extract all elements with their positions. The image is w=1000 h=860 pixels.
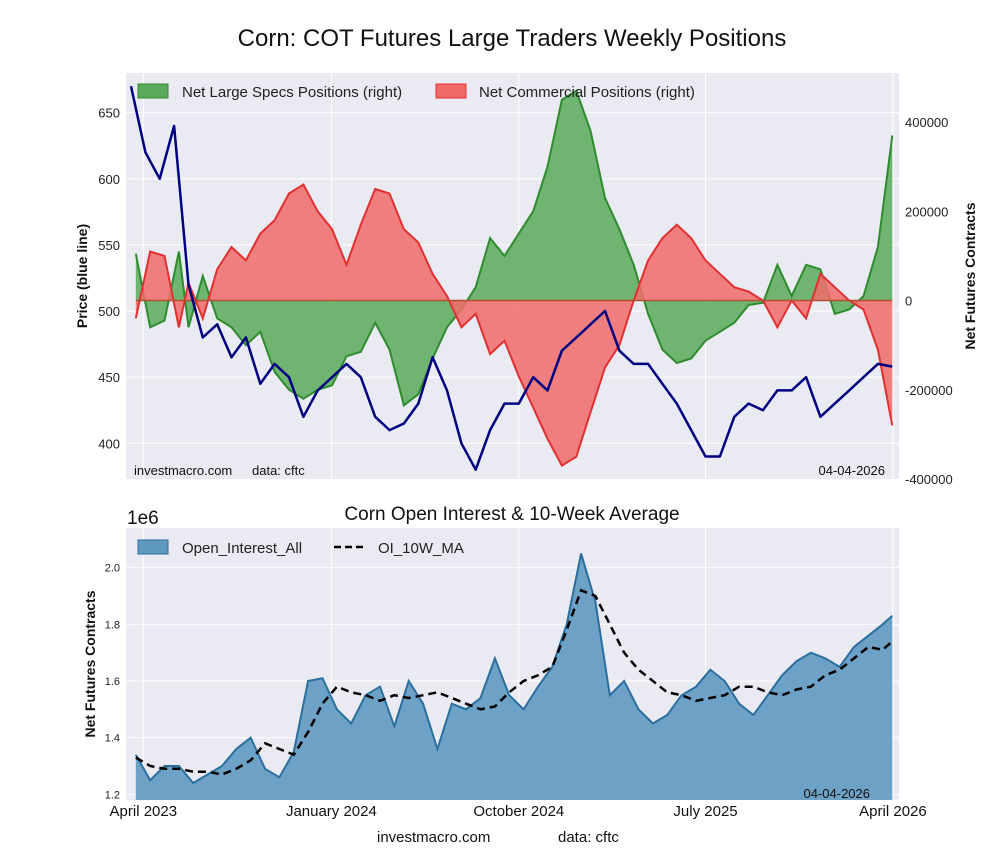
bottom-y-axis-ticks: 1.2 1.4 1.6 1.8 2.0 [105,563,120,802]
contracts-tick-label: 400000 [905,115,948,130]
oi-tick-label: 1.2 [105,789,120,801]
legend-comm-swatch [435,83,467,99]
footer-site: investmacro.com [377,829,490,846]
top-right-axis-ticks: -400000 -200000 0 200000 400000 [905,115,953,487]
x-tick-label: January 2024 [286,803,377,820]
top-credit-data: data: cftc [252,463,305,478]
legend-specs-label: Net Large Specs Positions (right) [182,84,402,101]
oi-area-fill [135,553,893,800]
top-credit-site: investmacro.com [134,463,232,478]
price-tick-label: 400 [98,436,120,451]
x-tick-label: October 2024 [473,803,564,820]
oi-tick-label: 1.6 [105,676,120,688]
footer-data: data: cftc [558,829,619,846]
price-tick-label: 450 [98,370,120,385]
bottom-y-label: Net Futures Contracts [82,590,98,737]
commercial-line [134,183,894,468]
top-legend: Net Large Specs Positions (right) Net Co… [137,83,695,101]
price-tick-label: 650 [98,106,120,121]
price-tick-label: 550 [98,238,120,253]
bottom-legend: Open_Interest_All OI_10W_MA [137,539,464,557]
legend-specs-swatch [137,83,169,99]
x-tick-label: April 2023 [110,803,178,820]
price-tick-label: 500 [98,304,120,319]
contracts-tick-label: 200000 [905,204,948,219]
top-date-stamp: 04-04-2026 [819,463,886,478]
bottom-chart: Corn Open Interest & 10-Week Average 1e6… [82,504,899,801]
ma-line [135,588,894,776]
price-tick-label: 600 [98,172,120,187]
x-tick-label: July 2025 [673,803,737,820]
bottom-chart-title: Corn Open Interest & 10-Week Average [344,504,679,525]
oi-10w-ma-line [135,588,894,776]
top-price-line [129,85,893,471]
specs-line [134,89,894,408]
legend-comm-label: Net Commercial Positions (right) [479,84,695,101]
x-tick-label: April 2026 [859,803,927,820]
oi-tick-label: 1.4 [105,733,120,745]
specs-area [135,90,893,406]
top-chart: 400 450 500 550 600 650 -400000 -200000 0 200000… [74,73,978,487]
legend-oi-label: Open_Interest_All [182,540,302,557]
top-y-left-label: Price (blue line) [74,224,90,328]
bottom-scale-label: 1e6 [127,508,159,529]
top-left-axis-ticks: 400 450 500 550 600 650 [98,106,120,452]
legend-ma-label: OI_10W_MA [378,540,464,557]
contracts-tick-label: -200000 [905,383,953,398]
commercial-area [135,184,893,466]
legend-oi-swatch [137,539,169,555]
price-line [129,85,893,471]
contracts-tick-label: -400000 [905,472,953,487]
bottom-date-stamp: 04-04-2026 [804,786,871,801]
oi-tick-label: 1.8 [105,619,120,631]
oi-tick-label: 2.0 [105,563,120,575]
figure-title: Corn: COT Futures Large Traders Weekly P… [238,25,787,52]
top-position-areas [134,89,894,468]
top-y-right-label: Net Futures Contracts [962,202,978,349]
x-axis-ticks: April 2023 January 2024 October 2024 July 2… [110,803,927,820]
contracts-tick-label: 0 [905,294,912,309]
